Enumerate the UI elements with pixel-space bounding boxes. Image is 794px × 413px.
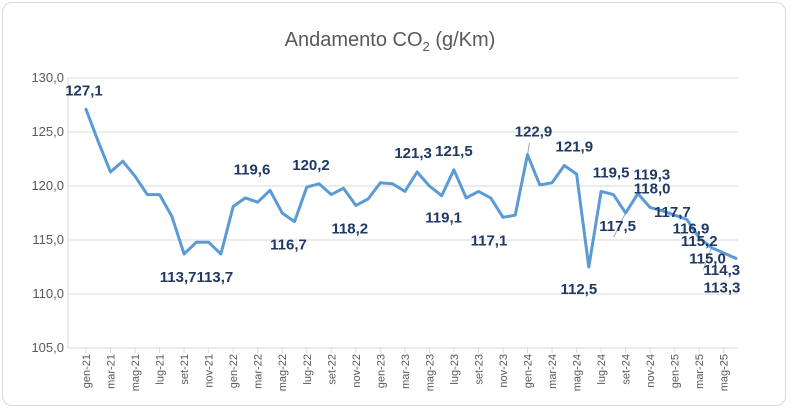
data-label: 117,1 — [471, 232, 508, 249]
data-label: 113,7 — [160, 269, 197, 286]
x-tick-label: set-23 — [473, 354, 485, 385]
x-axis-ticks: gen-21 mar-21 mag-21 lug-21 set-21 nov-21 gen-… — [81, 348, 731, 391]
y-tick-label: 120,0 — [31, 178, 64, 193]
x-tick-label: nov-23 — [498, 354, 510, 388]
x-tick-label: set-21 — [179, 354, 191, 385]
data-label: 119,1 — [425, 210, 462, 227]
data-labels: 127,1 113,7 113,7 119,6 116,7 120,2 118,2 121,3… — [65, 82, 740, 298]
data-label: 121,3 — [394, 145, 432, 162]
leader-line — [613, 212, 627, 238]
chart-title: Andamento CO2 (g/Km) — [285, 29, 496, 54]
data-label: 113,7 — [197, 269, 234, 286]
x-tick-label: mag-24 — [572, 354, 584, 391]
x-tick-label: lug-22 — [302, 354, 314, 385]
gridlines — [67, 77, 738, 349]
data-label: 117,7 — [654, 204, 691, 221]
x-tick-label: gen-24 — [523, 354, 535, 388]
x-tick-label: nov-21 — [204, 354, 216, 388]
x-tick-label: mar-21 — [106, 354, 118, 389]
x-tick-label: mag-22 — [277, 354, 289, 391]
data-label: 120,2 — [292, 157, 330, 174]
series-line — [84, 107, 738, 269]
x-tick-label: mar-25 — [694, 354, 706, 389]
data-label: 116,7 — [270, 237, 307, 254]
x-tick-label: gen-21 — [81, 354, 93, 388]
x-tick-label: gen-23 — [375, 354, 387, 388]
data-label: 122,9 — [515, 124, 553, 141]
x-tick-label: lug-24 — [596, 354, 608, 385]
y-tick-label: 110,0 — [32, 286, 64, 301]
series-line-group — [84, 107, 738, 269]
chart-frame — [2, 2, 786, 406]
x-tick-label: gen-22 — [228, 354, 240, 388]
data-label: 116,9 — [673, 220, 710, 237]
data-label: 112,5 — [560, 281, 597, 298]
data-label: 127,1 — [65, 82, 103, 99]
data-label: 121,9 — [556, 138, 594, 155]
x-tick-label: lug-23 — [449, 354, 461, 385]
data-label: 119,5 — [593, 164, 630, 181]
data-label: 113,3 — [704, 279, 741, 296]
data-label: 115,0 — [689, 251, 726, 268]
chart-title-text: Andamento CO — [285, 29, 423, 51]
data-label: 121,5 — [435, 143, 473, 160]
x-tick-label: mar-22 — [253, 354, 265, 389]
x-tick-label: gen-25 — [670, 354, 682, 388]
y-tick-label: 130,0 — [31, 70, 64, 85]
leader-line — [527, 142, 531, 155]
y-tick-label: 115,0 — [32, 232, 64, 247]
x-tick-label: mar-24 — [547, 354, 559, 389]
x-tick-label: lug-21 — [155, 354, 167, 385]
data-label: 118,0 — [634, 181, 671, 198]
x-tick-label: mag-23 — [424, 354, 436, 391]
x-tick-label: set-24 — [621, 354, 633, 385]
x-tick-label: nov-24 — [645, 354, 657, 388]
data-label: 117,5 — [599, 218, 636, 235]
x-tick-label: mag-21 — [130, 354, 142, 391]
y-tick-label: 105,0 — [31, 340, 64, 355]
data-label: 119,3 — [634, 167, 671, 184]
label-leader-lines — [527, 142, 712, 270]
data-label: 114,3 — [703, 262, 740, 279]
x-tick-label: nov-22 — [351, 354, 363, 388]
chart-title-unit: (g/Km) — [430, 29, 496, 51]
x-tick-label: mar-23 — [400, 354, 412, 389]
y-axis-ticks: 105,0 110,0 115,0 120,0 125,0 130,0 — [31, 70, 64, 355]
chart-title-subscript: 2 — [423, 39, 430, 54]
x-tick-label: mag-25 — [719, 354, 731, 391]
y-tick-label: 125,0 — [31, 124, 64, 139]
data-label: 118,2 — [331, 220, 368, 237]
x-tick-label: set-22 — [326, 354, 338, 385]
leader-line — [703, 247, 712, 270]
data-label: 115,2 — [681, 233, 718, 250]
data-label: 119,6 — [234, 161, 271, 178]
